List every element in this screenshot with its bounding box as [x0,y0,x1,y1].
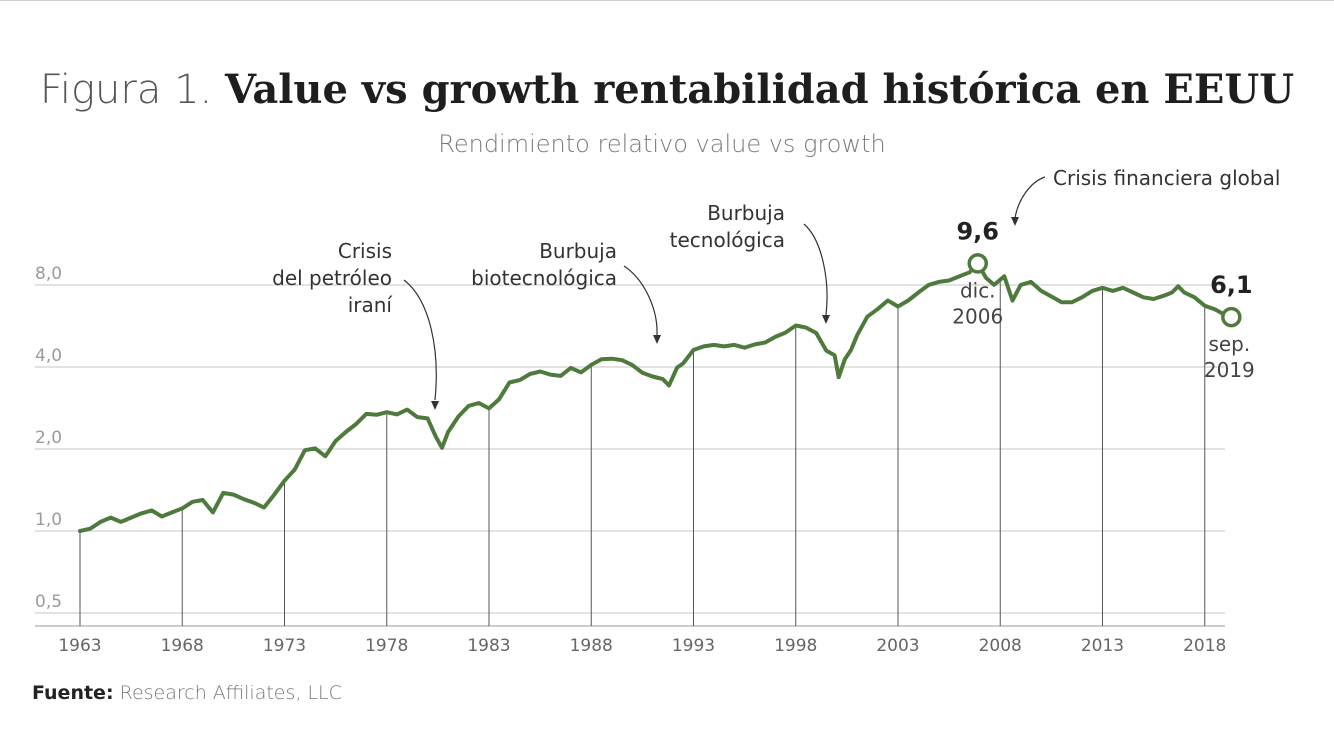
y-tick-label: 8,0 [35,264,62,284]
y-tick-label: 0,5 [35,592,62,612]
annotation-arrowhead [653,335,661,344]
annotation-text: biotecnológica [471,266,617,290]
x-tick-label: 1968 [161,636,204,656]
highlight-value-label: 9,6 [956,217,999,245]
annotation-text: Burbuja [707,201,785,225]
x-tick-label: 1973 [263,636,306,656]
annotation-text: tecnológica [670,228,785,252]
annotation-arrow [803,223,828,316]
highlight-date-label: 2006 [952,304,1003,328]
annotation-text: Burbuja [539,239,617,263]
y-tick-label: 4,0 [35,346,62,366]
highlight-date-label: 2019 [1204,358,1255,382]
x-tick-label: 2003 [876,636,919,656]
x-tick-label: 1963 [58,636,101,656]
source-note: Fuente: Research Affiliates, LLC [32,682,342,704]
annotation-arrow [1014,176,1046,219]
x-tick-label: 1998 [774,636,817,656]
x-tick-label: 2013 [1081,636,1124,656]
annotation-arrow [623,265,658,336]
annotation-text: del petróleo [272,266,392,290]
x-tick-label: 2018 [1183,636,1226,656]
highlight-date-label: dic. [960,278,996,302]
annotation-text: Crisis financiera global [1053,166,1280,190]
x-tick-label: 1983 [467,636,510,656]
highlight-marker [1221,306,1242,328]
title-main: Value vs growth rentabilidad histórica e… [224,66,1295,113]
annotation-text: Crisis [338,239,392,263]
series-line [78,261,1234,533]
annotation-arrowhead [1011,217,1019,226]
chart-subtitle: Rendimiento relativo value vs growth [438,130,886,158]
source-label: Fuente: [32,682,114,704]
y-tick-label: 1,0 [35,510,62,530]
source-value: Research Affiliates, LLC [119,682,342,704]
x-tick-label: 1978 [365,636,408,656]
annotation-text: iraní [348,293,394,317]
chart-title: Figura 1. Value vs growth rentabilidad h… [0,66,1334,113]
x-tick-label: 2008 [979,636,1022,656]
line-chart: 0,5 1,0 2,0 4,0 8,0 1963 1968 1973 1978 1983 1988 1… [35,166,1280,656]
y-tick-label: 2,0 [35,428,62,448]
highlight-value-label: 6,1 [1210,271,1253,299]
annotation-arrowhead [822,315,830,324]
highlight-marker [967,253,989,274]
title-lead: Figura 1. [39,67,213,113]
x-tick-label: 1993 [672,636,715,656]
highlight-date-label: sep. [1208,332,1250,356]
top-rule [0,0,1334,1]
annotation-arrow [403,279,437,401]
annotation-arrowhead [431,401,439,410]
x-tick-label: 1988 [570,636,613,656]
